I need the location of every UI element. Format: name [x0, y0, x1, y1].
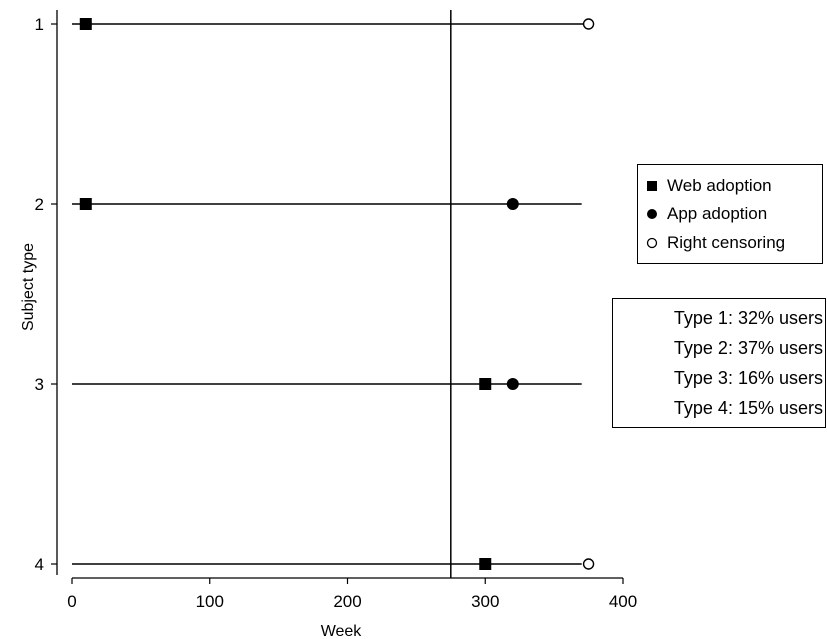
type-share-line: Type 4: 15% users [673, 398, 823, 418]
web-adoption-point [479, 558, 492, 570]
app-adoption-point [506, 378, 519, 390]
x-tick-label: 0 [67, 592, 76, 611]
type-share-box: Type 1: 32% users Type 2: 37% users Type… [612, 298, 826, 428]
legend-label: Right censoring [667, 233, 786, 252]
y-tick-label: 2 [35, 195, 44, 214]
subject-lines [72, 23, 589, 565]
web-adoption-point [79, 18, 92, 30]
legend-label: App adoption [667, 204, 768, 223]
filled-circle-icon [647, 209, 657, 219]
legend-item-web-adoption: Web adoption [646, 175, 772, 197]
right-censoring-point [582, 18, 595, 30]
type-share-line: Type 2: 37% users [673, 338, 823, 358]
filled-square-icon [647, 181, 657, 191]
axes [56, 10, 623, 579]
x-ticks: 0 100 200 300 400 [67, 578, 637, 611]
x-tick-label: 400 [609, 592, 637, 611]
legend-item-app-adoption: App adoption [646, 203, 767, 225]
legend-label: Web adoption [667, 176, 772, 195]
y-tick-label: 3 [35, 375, 44, 394]
web-adoption-point [479, 378, 492, 390]
y-tick-label: 4 [35, 555, 44, 574]
app-adoption-point [506, 198, 519, 210]
x-tick-label: 300 [471, 592, 499, 611]
x-tick-label: 200 [333, 592, 361, 611]
type-share-line: Type 3: 16% users [673, 368, 823, 388]
type-share-line: Type 1: 32% users [673, 308, 823, 328]
y-ticks: 1 2 3 4 [35, 15, 57, 574]
web-adoption-point [79, 198, 92, 210]
legend: Web adoption App adoption Right censorin… [637, 164, 823, 264]
y-axis-label: Subject type [20, 243, 37, 331]
hollow-circle-icon [646, 237, 658, 249]
right-censoring-point [582, 558, 595, 570]
y-tick-label: 1 [35, 15, 44, 34]
legend-item-right-censoring: Right censoring [646, 232, 785, 254]
x-axis-label: Week [321, 623, 363, 639]
markers [79, 18, 595, 570]
x-tick-label: 100 [196, 592, 224, 611]
